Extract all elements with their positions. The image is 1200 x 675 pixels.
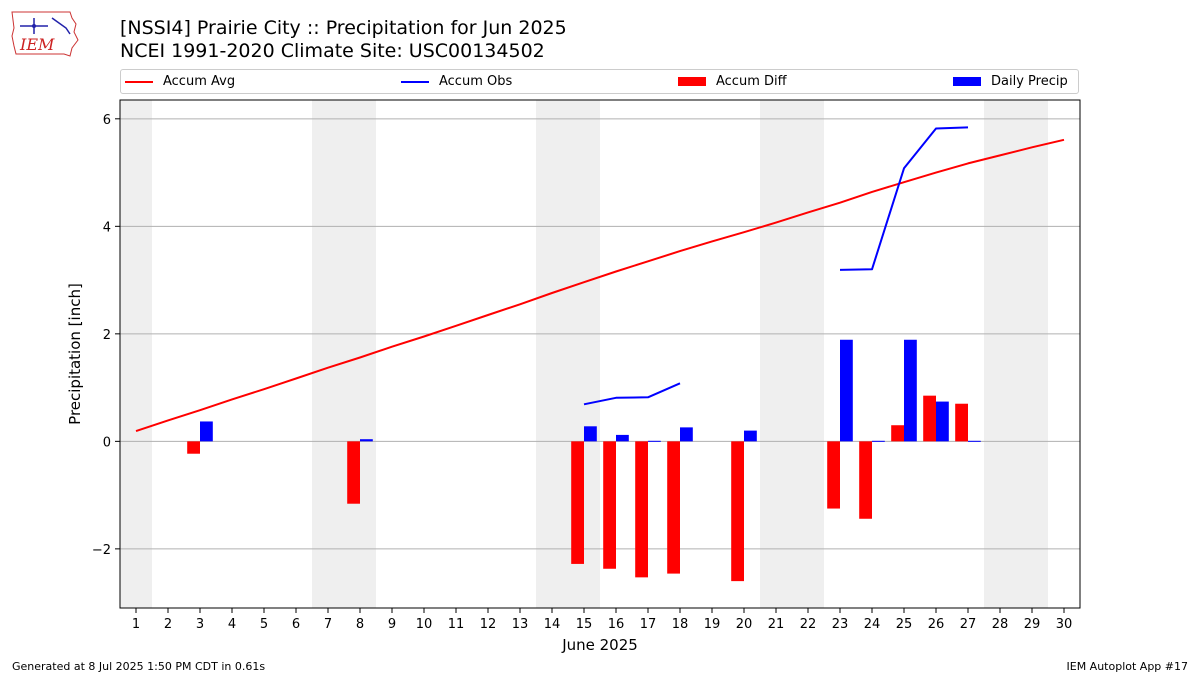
daily-bar-day-23	[840, 339, 853, 442]
x-tick-label-4: 4	[228, 617, 236, 632]
x-tick-label-16: 16	[608, 617, 625, 632]
x-tick-label-19: 19	[704, 617, 721, 632]
daily-bar-day-16	[616, 434, 629, 442]
x-tick-label-7: 7	[324, 617, 332, 632]
legend-label-accum-diff: Accum Diff	[716, 74, 787, 89]
x-axis-ticks: 1 2 3 4 5 6 7 8 9 10 11 12 13 14 15 16 17 18 19 20 21 22 23 24 2…	[132, 608, 1072, 632]
x-tick-label-2: 2	[164, 617, 172, 632]
legend-swatch-accum-obs	[401, 80, 429, 83]
x-tick-label-27: 27	[960, 617, 977, 632]
legend-swatch-accum-avg	[125, 80, 153, 83]
x-tick-label-21: 21	[768, 617, 785, 632]
lines	[135, 126, 1065, 433]
daily-bar-day-25	[904, 339, 917, 442]
y-gridlines	[120, 118, 1080, 550]
diff-bar-day-25	[891, 425, 904, 442]
x-tick-label-17: 17	[640, 617, 657, 632]
logo-text: IEM	[19, 35, 55, 54]
daily-bar-day-20	[744, 430, 757, 442]
weekend-band-4	[984, 100, 1048, 608]
weekend-band-3	[760, 100, 824, 608]
diff-bar-day-20	[731, 441, 744, 582]
x-tick-label-10: 10	[416, 617, 433, 632]
legend-item-daily-precip: Daily Precip	[953, 74, 1068, 89]
x-tick-label-3: 3	[196, 617, 204, 632]
y-axis-label: Precipitation [inch]	[66, 283, 84, 425]
chart-title: [NSSI4] Prairie City :: Precipitation fo…	[120, 17, 567, 39]
x-tick-label-13: 13	[512, 617, 529, 632]
y-tick-label-3: 4	[103, 220, 111, 235]
legend-swatch-accum-diff	[678, 77, 706, 86]
x-tick-label-5: 5	[260, 617, 268, 632]
x-tick-label-28: 28	[992, 617, 1009, 632]
weekend-band-1	[312, 100, 376, 608]
diff-bar-day-24	[859, 441, 872, 519]
chart-subtitle: NCEI 1991-2020 Climate Site: USC00134502	[120, 40, 545, 62]
x-tick-label-12: 12	[480, 617, 497, 632]
app-credit: IEM Autoplot App #17	[1066, 660, 1189, 673]
x-tick-label-26: 26	[928, 617, 945, 632]
diff-bar-day-15	[571, 441, 584, 564]
legend-item-accum-obs: Accum Obs	[401, 74, 512, 89]
diff-bar-day-17	[635, 441, 648, 578]
x-tick-label-9: 9	[388, 617, 396, 632]
y-tick-label-2: 2	[103, 328, 111, 343]
legend-swatch-daily-precip	[953, 77, 981, 86]
daily-bar-day-8	[360, 439, 373, 442]
accum-avg-line-segment-0	[135, 138, 1065, 433]
diff-bar-day-8	[347, 441, 360, 504]
weekend-shading	[120, 100, 1048, 608]
daily-bar-day-15	[584, 426, 597, 442]
diff-bar-day-16	[603, 441, 616, 569]
y-tick-label-1: 0	[103, 435, 111, 450]
legend-item-accum-avg: Accum Avg	[125, 74, 235, 89]
weekend-band-0	[120, 100, 152, 608]
weekend-band-2	[536, 100, 600, 608]
x-tick-label-24: 24	[864, 617, 881, 632]
x-tick-label-1: 1	[132, 617, 140, 632]
diff-bar-day-26	[923, 395, 936, 442]
legend: Accum Avg Accum Obs Accum Diff Daily Pre…	[120, 69, 1079, 94]
diff-bar-day-27	[955, 403, 968, 442]
daily-bar-day-3	[200, 421, 213, 442]
legend-item-accum-diff: Accum Diff	[678, 74, 787, 89]
daily-bar-day-27	[968, 440, 981, 442]
x-axis-label: June 2025	[561, 636, 638, 654]
daily-bar-day-17	[648, 440, 661, 442]
x-tick-label-8: 8	[356, 617, 364, 632]
generated-timestamp: Generated at 8 Jul 2025 1:50 PM CDT in 0…	[12, 660, 266, 673]
bars	[187, 339, 981, 582]
x-tick-label-20: 20	[736, 617, 753, 632]
diff-bar-day-3	[187, 441, 200, 454]
daily-bar-day-26	[936, 401, 949, 442]
daily-bar-day-24	[872, 440, 885, 442]
plot-frame	[119, 99, 1081, 609]
x-tick-label-11: 11	[448, 617, 465, 632]
x-tick-label-14: 14	[544, 617, 561, 632]
x-tick-label-15: 15	[576, 617, 593, 632]
x-tick-label-18: 18	[672, 617, 689, 632]
iem-logo: IEM	[11, 11, 79, 57]
x-tick-label-25: 25	[896, 617, 913, 632]
x-tick-label-6: 6	[292, 617, 300, 632]
y-axis-ticks: −2 0 2 4 6	[92, 113, 120, 558]
accum-obs-line-segment-1	[839, 126, 969, 271]
accum-obs-line-segment-0	[583, 382, 681, 406]
y-tick-label-0: −2	[92, 543, 111, 558]
legend-label-accum-obs: Accum Obs	[439, 74, 513, 89]
x-tick-label-30: 30	[1056, 617, 1073, 632]
x-tick-label-23: 23	[832, 617, 849, 632]
diff-bar-day-18	[667, 441, 680, 574]
x-tick-label-29: 29	[1024, 617, 1041, 632]
legend-label-accum-avg: Accum Avg	[163, 74, 236, 89]
legend-label-daily-precip: Daily Precip	[991, 74, 1068, 89]
daily-bar-day-18	[680, 427, 693, 442]
diff-bar-day-23	[827, 441, 840, 509]
x-tick-label-22: 22	[800, 617, 817, 632]
y-tick-label-4: 6	[103, 113, 111, 128]
